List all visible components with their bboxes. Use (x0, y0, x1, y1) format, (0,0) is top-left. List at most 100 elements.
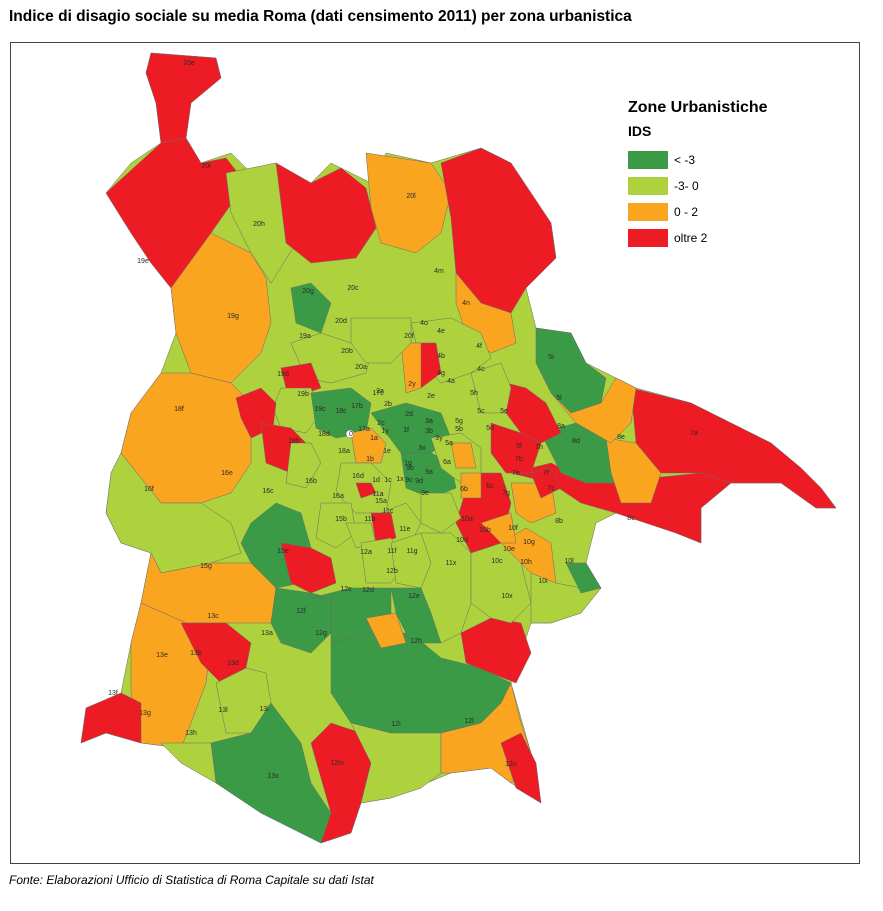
zone-label: 13b (190, 650, 202, 657)
zone-label: 10l (564, 558, 574, 565)
zone-region (105, 452, 242, 574)
zone-label: 11x (446, 560, 457, 567)
zone-label: 4o (420, 320, 428, 327)
zone-label: 10e (503, 546, 515, 553)
zone-label: 13g (139, 710, 151, 717)
zone-label: 7a (690, 430, 698, 437)
zone-label: 9b (406, 465, 414, 472)
zone-label: 2d (405, 411, 413, 418)
zone-label: 5l (556, 395, 562, 402)
zone-region (370, 512, 397, 544)
zone-label: 10c (491, 558, 503, 565)
zone-label: 13i (259, 706, 269, 713)
zone-region (565, 562, 602, 594)
zone-label: 20c (347, 285, 359, 292)
legend-item-minus3-0: -3- 0 (628, 173, 828, 199)
zone-label: 16c (262, 488, 274, 495)
zone-label: 1b (366, 456, 374, 463)
zone-region (350, 317, 412, 364)
zone-region (440, 147, 557, 314)
zone-label: 4e (437, 328, 445, 335)
zone-region (550, 377, 637, 444)
zone-label: 4a (447, 378, 455, 385)
zone-label: 12a (360, 549, 372, 556)
zone-region (400, 342, 422, 394)
zone-label: 9d (415, 478, 423, 485)
zone-label: 2c (377, 420, 385, 427)
zone-label: 7c (547, 485, 555, 492)
zone-label: 13d (227, 660, 239, 667)
zone-label: 20h (253, 221, 265, 228)
zone-label: 13e (156, 652, 168, 659)
zone-region (470, 362, 512, 414)
zone-label: 12e (408, 593, 420, 600)
zone-label: 10h (520, 559, 532, 566)
zone-region (420, 532, 472, 644)
zone-label: 6b (460, 486, 468, 493)
zone-region (80, 692, 142, 744)
zone-label: 12d (362, 587, 374, 594)
zone-region (500, 732, 542, 804)
zone-label: 5i (548, 354, 554, 361)
zone-label: 12g (315, 630, 327, 637)
zone-label: 5h (470, 390, 478, 397)
zone-label: 19c (314, 406, 326, 413)
zone-label: 4b (437, 353, 445, 360)
zone-region (350, 427, 387, 464)
zone-label: 15b (335, 516, 347, 523)
zone-region (290, 282, 332, 334)
zone-label: 1c (384, 477, 392, 484)
zone-label: 17c (372, 390, 384, 397)
choropleth-map: 20e 20i 20l 20h 20c 20g 20a 20b 20d 20f 19e 19g 19d 1… (80, 52, 837, 844)
zone-label: 7b (515, 456, 523, 463)
zone-label: 1g (404, 460, 412, 467)
zone-label: 5a (445, 440, 453, 447)
legend-label: < -3 (674, 153, 696, 167)
legend-swatch (628, 177, 668, 195)
zone-label: 20e (183, 60, 195, 67)
zone-label: 11g (406, 548, 417, 555)
zone-label: 5d (486, 425, 494, 432)
zone-region (275, 162, 377, 264)
zone-label: 18c (335, 408, 347, 415)
zone-label: 17a (358, 426, 370, 433)
zone-label: 12m (330, 760, 344, 767)
zone-label: 19e (137, 258, 149, 265)
zone-label: 19a (299, 333, 311, 340)
zone-region (505, 382, 562, 444)
zone-0-marker (345, 429, 355, 439)
zone-label: 9e (421, 490, 429, 497)
zone-label: 13f (108, 690, 118, 697)
zone-label: 5c (477, 408, 485, 415)
legend-subtitle: IDS (628, 123, 652, 139)
zone-label: 12l (464, 718, 474, 725)
zone-label: 8e (617, 434, 625, 441)
zone-label: 0 (349, 431, 353, 438)
zone-label: 16f (144, 486, 154, 493)
zone-region (365, 612, 407, 649)
zone-label: 10i (538, 578, 548, 585)
map-title: Indice di disagio sociale su media Roma … (9, 8, 632, 25)
zone-label: 11f (387, 548, 396, 555)
zone-label: 1y (381, 428, 389, 435)
zone-label: 11e (399, 526, 410, 533)
zone-region (280, 542, 337, 594)
zone-label: 20d (335, 318, 347, 325)
zone-label: 11a (372, 491, 383, 498)
zone-region (480, 512, 517, 544)
zone-label: 15g (200, 563, 212, 570)
legend-swatch (628, 229, 668, 247)
legend-label: -3- 0 (674, 179, 699, 193)
zone-label: 17b (351, 403, 363, 410)
zone-label: 10g (523, 539, 535, 546)
zone-label: 7h (535, 444, 543, 451)
zone-region (530, 572, 602, 624)
zone-label: 3a (425, 418, 433, 425)
zone-label: 5b (455, 426, 463, 433)
zone-label: 16e (221, 470, 233, 477)
zone-label: 19b (297, 391, 309, 398)
zone-label: 12i (391, 721, 401, 728)
zone-label: 2a (376, 388, 384, 395)
zone-label: 10f (508, 525, 518, 532)
zone-region (630, 387, 837, 509)
